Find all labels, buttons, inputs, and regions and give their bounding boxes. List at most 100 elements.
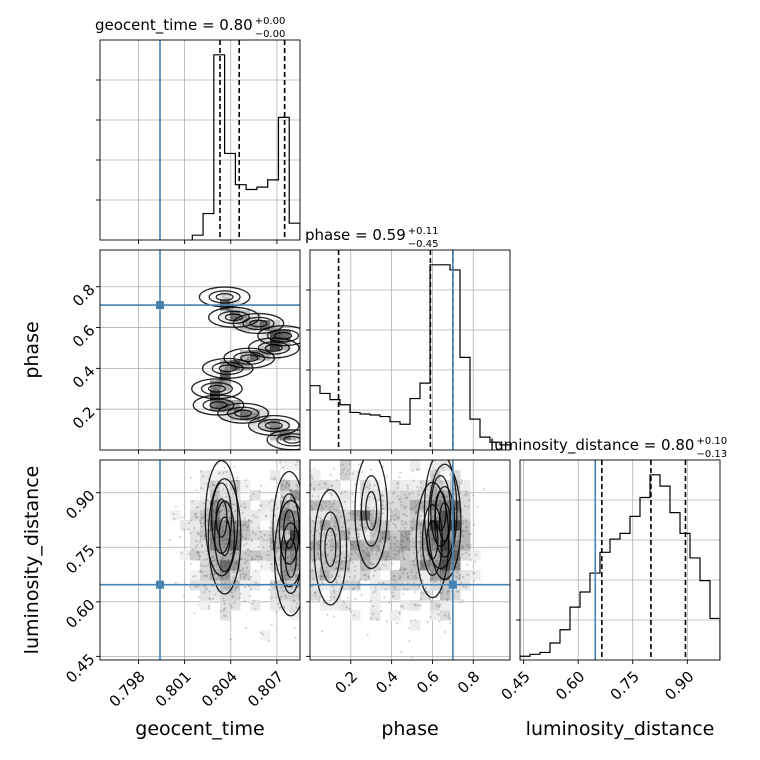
- sample-point: [270, 539, 273, 542]
- density-bin: [240, 510, 251, 521]
- sample-point: [243, 562, 246, 565]
- sample-point: [269, 346, 272, 349]
- sample-point: [326, 613, 329, 616]
- sample-point: [300, 545, 302, 547]
- sample-point: [441, 563, 445, 566]
- sample-point: [216, 524, 220, 527]
- sample-point: [246, 358, 250, 361]
- sample-point: [223, 297, 226, 301]
- sample-point: [271, 478, 274, 481]
- sample-point: [333, 591, 336, 594]
- sample-point: [281, 484, 284, 487]
- contour-line-6-0: [201, 357, 254, 379]
- sample-point: [232, 408, 236, 412]
- sample-point: [275, 541, 278, 544]
- sample-point: [246, 419, 249, 422]
- sample-point: [221, 528, 225, 531]
- sample-point: [228, 560, 231, 563]
- sample-point: [445, 542, 448, 545]
- sample-point: [461, 553, 464, 556]
- sample-point: [303, 561, 305, 563]
- sample-point: [331, 558, 334, 561]
- sample-point: [222, 488, 225, 491]
- sample-point: [350, 543, 354, 546]
- sample-point: [224, 542, 227, 546]
- sample-point: [394, 507, 397, 511]
- sample-point: [414, 603, 417, 607]
- sample-point: [443, 614, 447, 617]
- sample-point: [457, 590, 460, 593]
- sample-point: [236, 370, 239, 373]
- sample-point: [216, 582, 219, 585]
- sample-point: [288, 541, 291, 544]
- sample-point: [415, 576, 418, 579]
- sample-point: [301, 550, 303, 552]
- sample-point: [341, 530, 344, 533]
- sample-point: [461, 546, 464, 549]
- sample-point: [283, 594, 287, 597]
- sample-point: [225, 368, 228, 371]
- contour-line-9-1: [227, 406, 260, 420]
- sample-point: [214, 386, 217, 390]
- sample-point: [236, 581, 239, 584]
- density-bin: [270, 500, 281, 511]
- sample-point: [229, 365, 232, 369]
- sample-point: [408, 639, 411, 643]
- density-bin: [200, 470, 211, 481]
- sample-point: [236, 586, 239, 589]
- sample-point: [246, 411, 249, 414]
- hist-title-sup: +0.10: [696, 436, 727, 447]
- sample-point: [219, 392, 222, 395]
- density-bin: [230, 600, 241, 611]
- sample-point: [424, 549, 428, 552]
- sample-point: [294, 536, 298, 540]
- sample-point: [209, 501, 212, 504]
- sample-point: [382, 563, 385, 566]
- sample-point: [207, 607, 210, 610]
- sample-point: [215, 532, 218, 535]
- sample-point: [273, 345, 276, 348]
- sample-point: [285, 482, 288, 485]
- sample-point: [220, 509, 223, 512]
- sample-point: [236, 408, 239, 411]
- sample-point: [430, 600, 433, 603]
- sample-point: [403, 527, 407, 530]
- sample-point: [213, 387, 216, 390]
- sample-point: [338, 451, 340, 453]
- sample-point: [445, 547, 448, 550]
- sample-point: [278, 461, 282, 464]
- sample-point: [197, 585, 200, 588]
- sample-point: [285, 430, 289, 433]
- scatter-content: [100, 460, 305, 660]
- sample-point: [367, 552, 370, 555]
- sample-point: [320, 524, 323, 527]
- sample-point: [259, 323, 262, 326]
- sample-point: [404, 567, 407, 570]
- ytick-label-luminosity_distance: 0.75: [62, 541, 98, 577]
- sample-point: [213, 510, 216, 513]
- hist-content: [159, 40, 300, 240]
- sample-point: [448, 563, 451, 566]
- density-bin: [260, 550, 271, 561]
- density-bin: [220, 400, 231, 411]
- sample-point: [393, 536, 396, 539]
- sample-point: [251, 355, 254, 358]
- sample-point: [362, 545, 365, 548]
- density-bin: [460, 550, 471, 561]
- sample-point: [277, 345, 280, 348]
- sample-point: [293, 626, 296, 630]
- sample-point: [223, 559, 227, 562]
- sample-point: [395, 526, 398, 529]
- sample-point: [376, 550, 379, 553]
- sample-point: [205, 564, 208, 568]
- sample-point: [259, 484, 263, 487]
- sample-point: [217, 576, 220, 579]
- sample-point: [174, 581, 177, 584]
- sample-point: [293, 511, 296, 514]
- sample-point: [289, 516, 293, 519]
- sample-point: [410, 619, 413, 622]
- sample-point: [389, 545, 392, 548]
- sample-point: [347, 555, 350, 558]
- sample-point: [432, 548, 436, 551]
- density-bin: [260, 500, 271, 511]
